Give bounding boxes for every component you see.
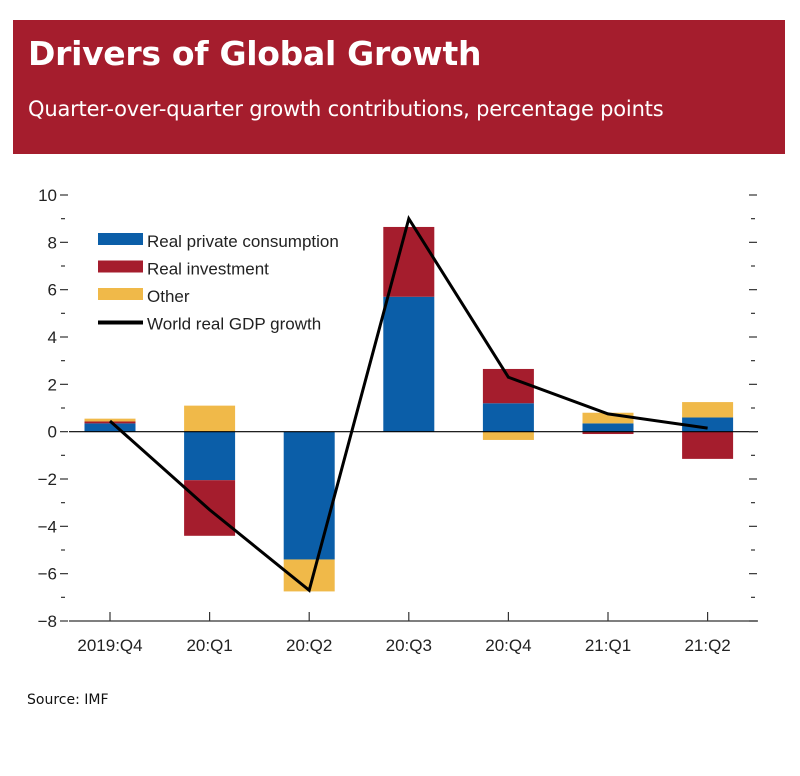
bar-real-private-consumption-20-Q2 xyxy=(283,431,335,560)
legend: Real private consumption Real investment O… xyxy=(98,232,339,334)
x-tick-label: 21:Q2 xyxy=(684,636,730,655)
x-tick-label: 20:Q2 xyxy=(286,636,332,655)
legend-label-world-real-gdp-growth: World real GDP growth xyxy=(147,315,321,334)
legend-label-other: Other xyxy=(147,287,190,306)
bar-real-private-consumption-20-Q3 xyxy=(383,296,435,432)
legend-swatch-real-investment xyxy=(98,260,143,273)
bar-real-private-consumption-21-Q2 xyxy=(682,417,734,432)
header-banner: Drivers of Global Growth Quarter-over-qu… xyxy=(13,20,785,154)
y-tick-label: −4 xyxy=(38,517,57,536)
legend-label-real-investment: Real investment xyxy=(147,260,269,279)
y-tick-label: 10 xyxy=(38,186,57,205)
bar-real-private-consumption-20-Q4 xyxy=(482,403,534,432)
chart-subtitle: Quarter-over-quarter growth contribution… xyxy=(28,97,664,121)
x-tick-label: 20:Q4 xyxy=(485,636,531,655)
legend-swatch-other xyxy=(98,288,143,300)
bar-other-21-Q2 xyxy=(682,402,734,418)
bar-other-20-Q1 xyxy=(184,405,236,432)
chart: −8 −6 −4 −2 0 2 4 6 8 10 2019:Q4 20:Q1 20:Q2 20:Q3 20:… xyxy=(38,186,758,655)
y-tick-label: −2 xyxy=(38,470,57,489)
bar-real-investment-21-Q1 xyxy=(582,431,634,435)
bar-real-investment-20-Q4 xyxy=(482,368,534,404)
y-tick-label: 6 xyxy=(48,281,57,300)
y-tick-label: 4 xyxy=(48,328,57,347)
bar-real-private-consumption-21-Q1 xyxy=(582,423,634,432)
bar-real-private-consumption-2019-Q4 xyxy=(84,423,136,432)
source-note: Source: IMF xyxy=(27,692,109,708)
bar-other-20-Q4 xyxy=(482,431,534,440)
y-tick-label: −8 xyxy=(38,612,57,631)
x-tick-label: 20:Q3 xyxy=(386,636,432,655)
axes-group: −8 −6 −4 −2 0 2 4 6 8 10 2019:Q4 20:Q1 20:Q2 20:Q3 20:… xyxy=(38,186,758,655)
bars-group xyxy=(84,226,734,592)
legend-swatch-world-real-gdp-growth xyxy=(98,320,143,325)
y-tick-label: 2 xyxy=(48,375,57,394)
x-tick-label: 2019:Q4 xyxy=(77,636,142,655)
y-tick-label: −6 xyxy=(38,565,57,584)
y-tick-label: 0 xyxy=(48,423,57,442)
bar-real-private-consumption-20-Q1 xyxy=(184,431,236,481)
x-tick-label: 21:Q1 xyxy=(585,636,631,655)
bar-other-21-Q1 xyxy=(582,412,634,424)
legend-label-real-private-consumption: Real private consumption xyxy=(147,232,339,251)
y-tick-label: 8 xyxy=(48,233,57,252)
legend-swatch-real-private-consumption xyxy=(98,233,143,245)
chart-title: Drivers of Global Growth xyxy=(28,34,482,73)
line-group xyxy=(109,214,708,593)
x-tick-label: 20:Q1 xyxy=(186,636,232,655)
bar-other-2019-Q4 xyxy=(84,418,136,422)
bar-real-investment-21-Q2 xyxy=(682,431,734,459)
